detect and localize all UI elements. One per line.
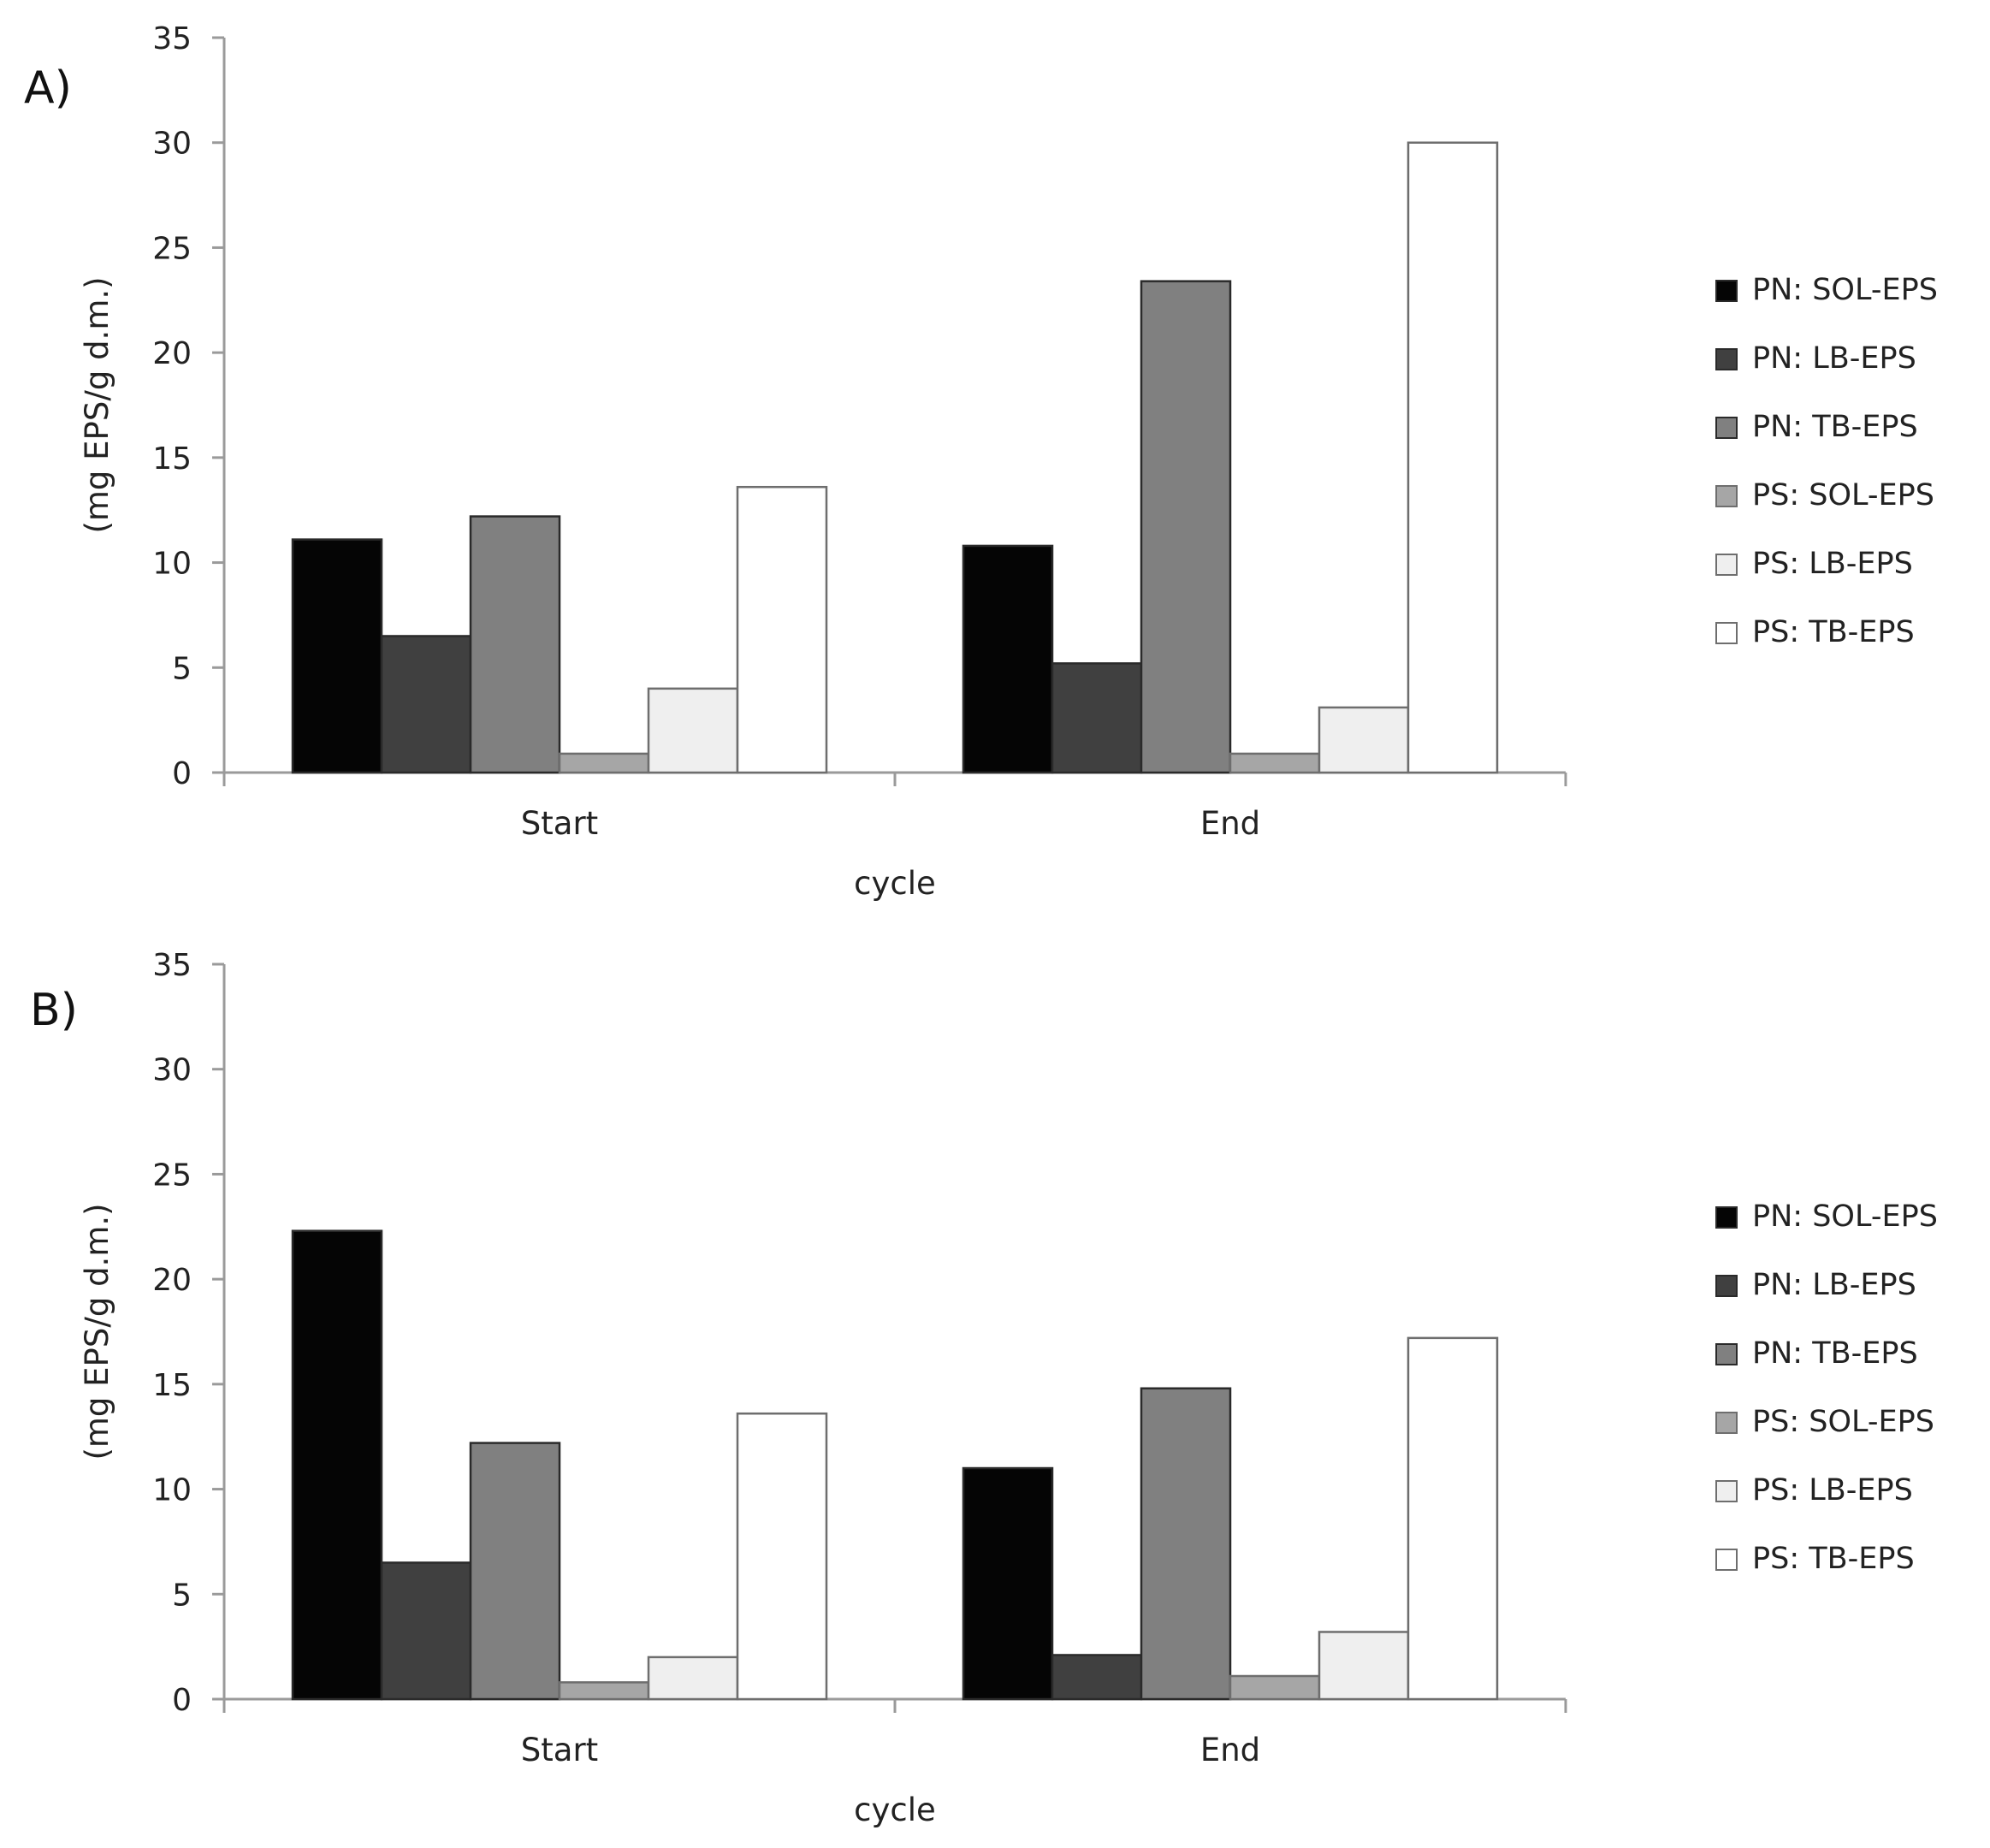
legend-label: PS: SOL-EPS (1752, 1405, 1934, 1439)
bar-pn-tb-eps-end (1140, 1387, 1232, 1701)
legend-label: PS: SOL-EPS (1752, 478, 1934, 512)
panel-label: A) (24, 62, 72, 114)
y-tick-label: 0 (172, 756, 192, 791)
panel-label: B) (30, 985, 78, 1036)
x-category-label: Start (521, 805, 598, 842)
legend-swatch (1715, 1343, 1738, 1365)
bar-ps-tb-eps-end (1407, 1336, 1499, 1701)
legend-label: PN: LB-EPS (1752, 1268, 1916, 1302)
x-axis-title: cycle (854, 1792, 936, 1828)
bar-pn-sol-eps-end (962, 1466, 1054, 1701)
chart-panel-b: B) 0 5 10 15 20 25 30 35 Start End cycle (mg EPS/g d… (30, 948, 1938, 1828)
legend-swatch (1715, 1412, 1738, 1434)
bar-pn-tb-eps-start (469, 515, 561, 774)
y-tick-label: 5 (172, 1578, 192, 1613)
bar-ps-tb-eps-start (736, 485, 828, 774)
y-tick-label: 35 (152, 948, 192, 983)
x-category-label: End (1200, 805, 1260, 842)
bar-pn-sol-eps-end (962, 544, 1054, 774)
bar-ps-lb-eps-end (1318, 1631, 1410, 1701)
legend-swatch (1715, 1275, 1738, 1297)
legend-swatch (1715, 622, 1738, 644)
y-axis-title: (mg EPS/g d.m.) (79, 1203, 115, 1460)
legend-label: PS: TB-EPS (1752, 1542, 1915, 1576)
legend-label: PN: TB-EPS (1752, 1336, 1918, 1371)
bar-pn-tb-eps-end (1140, 280, 1232, 774)
legend-label: PS: LB-EPS (1752, 1473, 1913, 1507)
bar-ps-lb-eps-start (647, 1656, 739, 1701)
y-tick-label: 25 (152, 1158, 192, 1193)
legend-swatch (1715, 417, 1738, 439)
y-tick-label: 30 (152, 127, 192, 162)
bar-ps-lb-eps-start (647, 687, 739, 774)
legend-label: PN: TB-EPS (1752, 410, 1918, 444)
bar-ps-lb-eps-end (1318, 706, 1410, 774)
y-tick-label: 35 (152, 21, 192, 56)
legend-swatch (1715, 1206, 1738, 1229)
bar-ps-tb-eps-end (1407, 141, 1499, 774)
x-category-label: End (1200, 1732, 1260, 1768)
x-category-label: Start (521, 1732, 598, 1768)
legend-label: PN: LB-EPS (1752, 341, 1916, 376)
legend-label: PN: SOL-EPS (1752, 273, 1938, 307)
legend-label: PN: SOL-EPS (1752, 1199, 1938, 1234)
legend-swatch (1715, 1480, 1738, 1502)
bar-ps-sol-eps-start (558, 1681, 650, 1701)
bar-pn-lb-eps-end (1051, 662, 1143, 774)
legend-swatch (1715, 348, 1738, 370)
y-tick-label: 25 (152, 231, 192, 266)
legend-swatch (1715, 554, 1738, 576)
legend-label: PS: TB-EPS (1752, 615, 1915, 649)
bar-ps-tb-eps-start (736, 1412, 828, 1701)
y-tick-label: 10 (152, 547, 192, 582)
legend-label: PS: LB-EPS (1752, 547, 1913, 581)
bar-pn-lb-eps-start (380, 1561, 472, 1701)
legend: PN: SOL-EPS PN: LB-EPS PN: TB-EPS PS: SOL-E… (1715, 273, 1938, 649)
bar-ps-sol-eps-end (1229, 1674, 1321, 1701)
bar-pn-lb-eps-start (380, 635, 472, 774)
legend-swatch (1715, 1549, 1738, 1571)
legend: PN: SOL-EPS PN: LB-EPS PN: TB-EPS PS: SOL-E… (1715, 1199, 1938, 1576)
legend-swatch (1715, 485, 1738, 507)
y-tick-label: 0 (172, 1683, 192, 1718)
y-axis-title: (mg EPS/g d.m.) (79, 276, 115, 533)
y-tick-label: 20 (152, 336, 192, 371)
y-tick-label: 30 (152, 1053, 192, 1088)
legend-swatch (1715, 280, 1738, 302)
bar-ps-sol-eps-end (1229, 752, 1321, 774)
y-tick-label: 5 (172, 651, 192, 686)
y-tick-label: 10 (152, 1473, 192, 1508)
x-axis-title: cycle (854, 865, 936, 902)
bar-pn-sol-eps-start (291, 1229, 383, 1701)
bar-ps-sol-eps-start (558, 752, 650, 774)
bar-pn-lb-eps-end (1051, 1654, 1143, 1701)
bar-pn-tb-eps-start (469, 1442, 561, 1701)
y-tick-label: 15 (152, 1368, 192, 1403)
chart-panel-a: A) 0 5 10 15 20 25 30 35 Start End cycle (mg EPS/g d… (24, 21, 1938, 902)
y-tick-label: 15 (152, 441, 192, 477)
bar-pn-sol-eps-start (291, 538, 383, 774)
y-tick-label: 20 (152, 1263, 192, 1298)
